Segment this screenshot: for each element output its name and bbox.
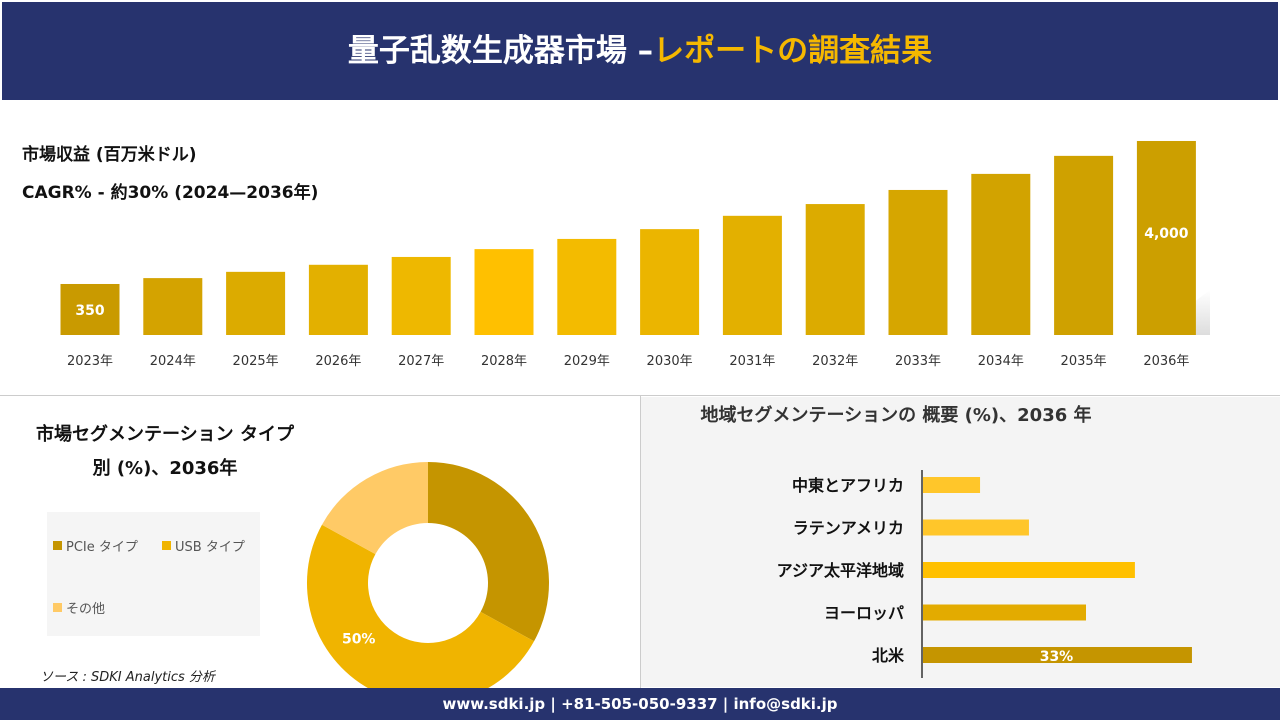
x-tick-label: 2032年: [812, 354, 858, 369]
x-tick-label: 2033年: [895, 354, 941, 369]
x-tick-label: 2029年: [564, 354, 610, 369]
bar-2025年: [226, 271, 286, 335]
slice-label: 50%: [342, 632, 376, 648]
bar-2023年: [60, 283, 120, 335]
region-label: ラテンアメリカ: [793, 519, 904, 538]
revenue-bar-chart: 2023年 350 2024年 2025年 2026年 2027年 2028年 2029年 20…: [60, 140, 1210, 369]
data-label: 33%: [1040, 649, 1074, 665]
bar-2028年: [474, 249, 534, 335]
divider: [0, 395, 1280, 396]
x-tick-label: 2034年: [978, 354, 1024, 369]
region-label: ヨーロッパ: [824, 604, 904, 623]
bar-2031年: [722, 215, 782, 335]
bar-2034年: [971, 173, 1031, 335]
bar-2030年: [640, 229, 700, 335]
legend-item-pcie: PCIe タイプ: [53, 536, 138, 555]
legend-item-other: その他: [53, 598, 105, 617]
x-tick-label: 2025年: [233, 354, 279, 369]
x-tick-label: 2023年: [67, 354, 113, 369]
divider: [640, 396, 641, 688]
footer-contact: www.sdki.jp | +81-505-050-9337 | info@sd…: [0, 688, 1280, 720]
bar-2032年: [805, 204, 865, 335]
region-title: 地域セグメンテーションの 概要 (%)、2036 年: [700, 405, 1092, 426]
donut-slice: [306, 524, 535, 695]
type-donut-chart: 50%: [306, 462, 549, 695]
region-bar: [923, 647, 1192, 663]
data-label: 4,000: [1144, 226, 1189, 242]
legend-swatch: [53, 541, 62, 550]
x-tick-label: 2035年: [1061, 354, 1107, 369]
donut-legend: PCIe タイプ USB タイプ その他: [47, 512, 260, 636]
revenue-label: 市場収益 (百万米ドル): [22, 145, 197, 165]
region-bar: [923, 519, 1029, 536]
header-banner: 量子乱数生成器市場 –レポートの調査結果: [2, 2, 1278, 100]
title-main: 量子乱数生成器市場 –: [347, 33, 654, 69]
x-tick-label: 2036年: [1143, 354, 1189, 369]
x-tick-label: 2031年: [729, 354, 775, 369]
source-note: ソース : SDKI Analytics 分析: [40, 670, 215, 685]
data-label: 350: [75, 303, 104, 319]
region-label: 中東とアフリカ: [792, 476, 904, 495]
region-label: アジア太平洋地域: [777, 561, 904, 580]
region-panel: [641, 397, 1280, 687]
region-bar: [923, 604, 1086, 621]
donut-slice: [428, 462, 549, 642]
region-bar: [923, 477, 981, 493]
bar-2029年: [557, 238, 617, 335]
bar-2027年: [391, 256, 451, 335]
x-tick-label: 2030年: [647, 354, 693, 369]
donut-slice: [321, 462, 428, 555]
bar-2035年: [1054, 155, 1114, 335]
segment-title: 市場セグメンテーション タイプ別 (%)、2036年: [36, 424, 294, 479]
bar-2036年: [1136, 140, 1196, 335]
bar-2024年: [143, 278, 203, 335]
legend-swatch: [53, 603, 62, 612]
x-tick-label: 2027年: [398, 354, 444, 369]
bar-2026年: [308, 264, 368, 335]
title-accent: レポートの調査結果: [653, 33, 933, 69]
bar-2033年: [888, 189, 948, 335]
x-tick-label: 2028年: [481, 354, 527, 369]
legend-swatch: [162, 541, 171, 550]
legend-item-usb: USB タイプ: [162, 536, 245, 555]
cagr-label: CAGR% - 約30% (2024—2036年): [22, 183, 319, 203]
region-label: 北米: [872, 646, 905, 665]
region-bar: [923, 562, 1135, 578]
x-tick-label: 2026年: [315, 354, 361, 369]
x-tick-label: 2024年: [150, 354, 196, 369]
